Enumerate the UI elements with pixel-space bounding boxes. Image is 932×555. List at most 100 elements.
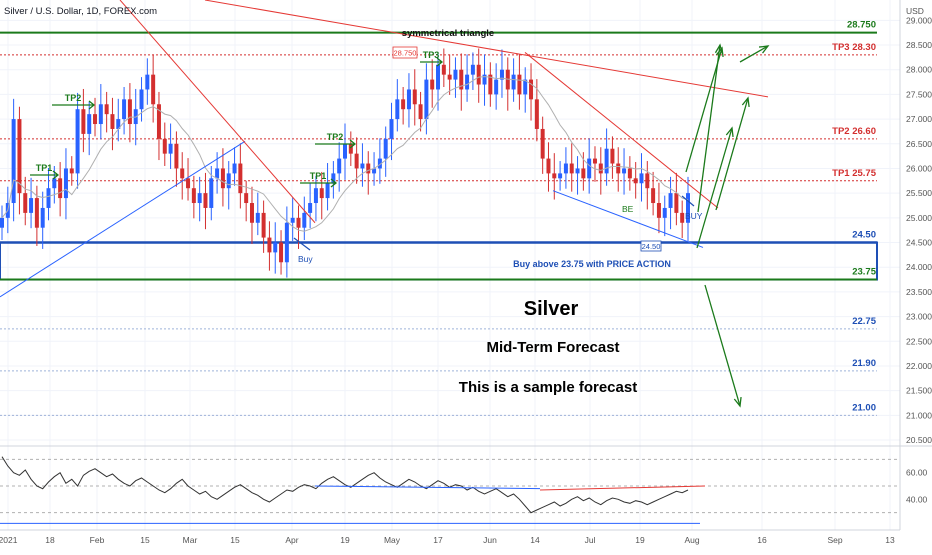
candle-body xyxy=(598,163,603,174)
main-title: Silver xyxy=(524,298,579,320)
buy-arrow-1 xyxy=(293,237,311,251)
candle-body xyxy=(552,173,557,179)
candle-body xyxy=(604,148,609,174)
time-tick-label: Mar xyxy=(183,535,198,545)
tp1-arrow-a-label: TP1 xyxy=(36,163,53,173)
candle-body xyxy=(436,64,441,90)
candle-body xyxy=(354,153,359,169)
candle-body xyxy=(249,203,254,223)
candle-body xyxy=(680,212,685,223)
candle-body xyxy=(470,64,475,75)
price-axis-unit: USD xyxy=(906,6,924,16)
candle-body xyxy=(151,74,156,105)
time-tick-label: Sep xyxy=(827,535,842,545)
forecast-arrow-up-2 xyxy=(715,97,749,211)
candle-body xyxy=(226,173,231,189)
candle-body xyxy=(558,173,563,179)
tp2-arrow-b-head xyxy=(349,139,357,149)
candle-body xyxy=(232,163,237,174)
candle-body xyxy=(662,207,667,218)
wedge-upper-line xyxy=(524,52,719,209)
forecast-arrow-up-3-head xyxy=(725,126,734,138)
note: This is a sample forecast xyxy=(459,379,637,396)
oscillator-tick: 60.00 xyxy=(906,468,928,478)
forecast-arrow-up-4 xyxy=(697,44,721,213)
candle-body xyxy=(174,143,179,169)
level-label: 21.00 xyxy=(852,402,876,413)
price-tick-label: 25.500 xyxy=(906,188,932,198)
price-tick-label: 29.000 xyxy=(906,15,932,25)
candle-body xyxy=(180,168,185,179)
time-tick-label: 13 xyxy=(885,535,895,545)
candle-body xyxy=(395,99,400,120)
level-label: TP2 26.60 xyxy=(832,126,876,137)
price-tick-label: 25.000 xyxy=(906,213,932,223)
subtitle: Mid-Term Forecast xyxy=(486,339,619,356)
candle-body xyxy=(622,168,627,174)
price-tick-label: 23.000 xyxy=(906,312,932,322)
tp2-arrow-b-label: TP2 xyxy=(327,132,344,142)
time-tick-label: May xyxy=(384,535,401,545)
time-tick-label: 14 xyxy=(530,535,540,545)
price-tick-label: 28.500 xyxy=(906,40,932,50)
candle-body xyxy=(279,242,284,263)
time-tick-label: 15 xyxy=(230,535,240,545)
candle-body xyxy=(156,104,161,139)
triangle-label: symmetrical triangle xyxy=(402,28,494,39)
candle-body xyxy=(360,163,365,169)
candle-body xyxy=(244,193,249,204)
candle-body xyxy=(52,178,57,189)
moving-average-line xyxy=(1,76,689,232)
price-tick-label: 27.000 xyxy=(906,114,932,124)
candle-body xyxy=(122,99,127,120)
candle-body xyxy=(529,79,534,100)
time-tick-label: 19 xyxy=(635,535,645,545)
price-tick-label: 26.500 xyxy=(906,139,932,149)
candle-body xyxy=(46,188,51,208)
candle-body xyxy=(674,193,679,213)
candle-body xyxy=(255,212,260,223)
candle-body xyxy=(482,74,487,85)
resistance-trendline-1 xyxy=(119,0,316,224)
price-tick-label: 22.000 xyxy=(906,361,932,371)
candle-body xyxy=(546,158,551,174)
oscillator-blue-line xyxy=(314,485,541,490)
level-label: 24.50 xyxy=(852,230,876,241)
forecast-arrow-up-4-head xyxy=(714,43,724,54)
candle-body xyxy=(389,119,394,139)
price-tick-label: 26.000 xyxy=(906,163,932,173)
candle-body xyxy=(633,178,638,184)
be-label: BE xyxy=(622,204,634,214)
candle-body xyxy=(668,193,673,208)
candle-body xyxy=(40,207,45,228)
candle-body xyxy=(424,79,429,120)
candle-body xyxy=(465,74,470,90)
oscillator-tick: 40.00 xyxy=(906,494,928,504)
candle-body xyxy=(23,193,28,213)
box-28750-frame xyxy=(392,46,418,59)
level-label: TP1 25.75 xyxy=(832,168,877,179)
candle-body xyxy=(453,69,458,80)
candle-body xyxy=(569,163,574,174)
candle-body xyxy=(220,168,225,189)
candle-body xyxy=(587,158,592,179)
time-tick-label: 2021 xyxy=(0,535,18,545)
candle-body xyxy=(98,104,103,125)
candle-body xyxy=(499,69,504,80)
level-label: 23.75 xyxy=(852,267,876,278)
candle-body xyxy=(284,222,289,263)
candle-body xyxy=(81,109,86,134)
buy-label-1: Buy xyxy=(298,254,313,264)
tp1-arrow-a-head xyxy=(52,170,60,180)
candle-body xyxy=(319,188,324,199)
candle-body xyxy=(686,193,690,223)
price-tick-label: 21.500 xyxy=(906,386,932,396)
candle-body xyxy=(651,188,656,204)
candle-body xyxy=(331,173,336,184)
candle-body xyxy=(348,143,353,154)
candle-body xyxy=(63,168,68,199)
candle-body xyxy=(308,203,313,213)
price-tick-label: 21.000 xyxy=(906,410,932,420)
